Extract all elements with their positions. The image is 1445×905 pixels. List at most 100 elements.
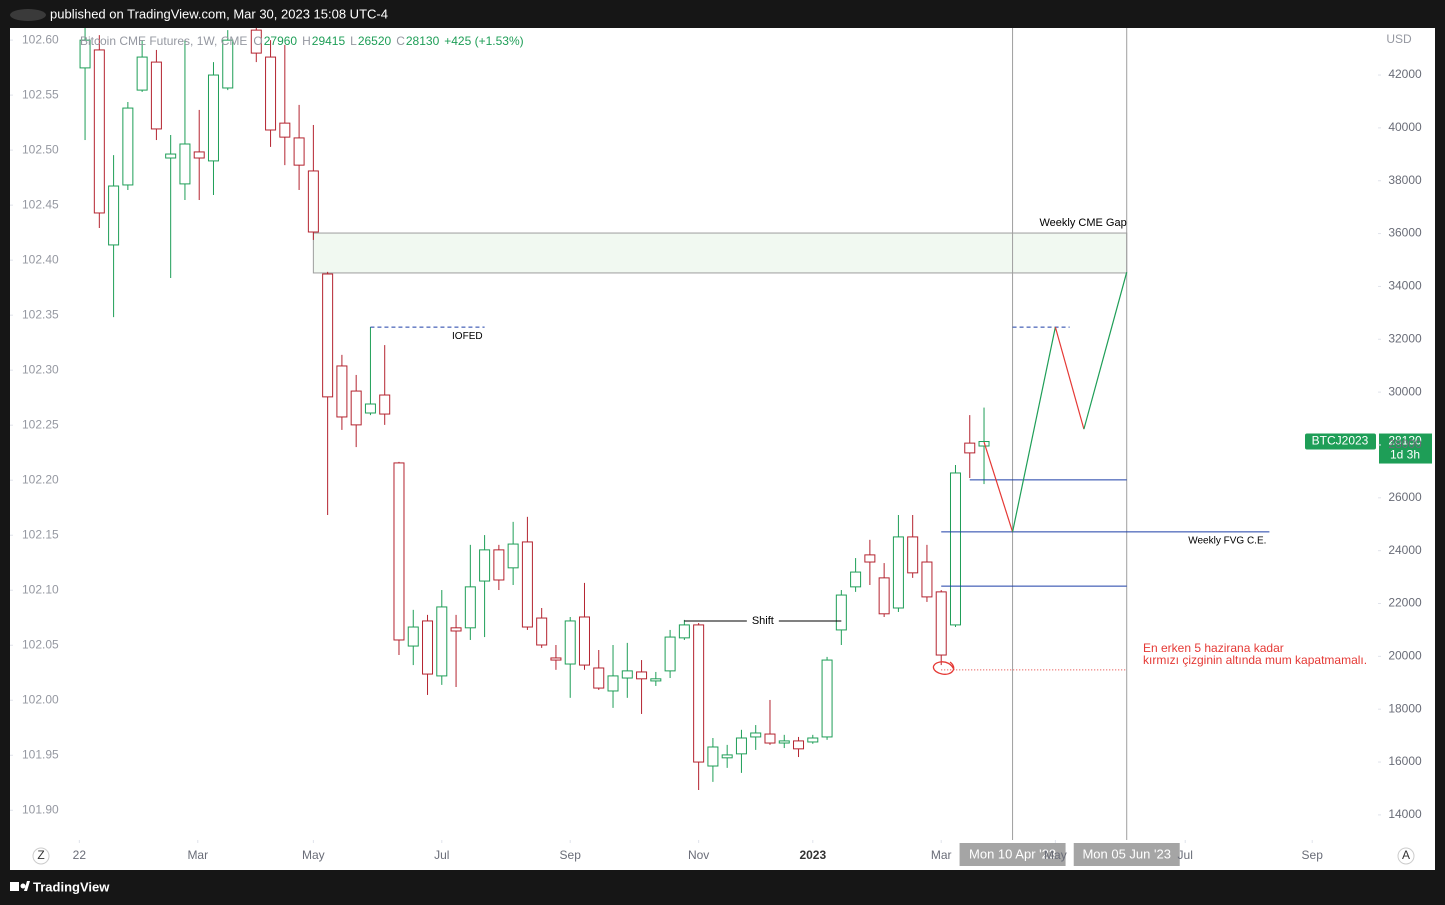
y-tick-label: 20000 [1388,649,1422,663]
candle-body [578,616,590,666]
legend-value: 27960 [264,34,298,48]
candle-body [436,606,448,677]
legend-value: 28130 [406,34,440,48]
candle-body [393,462,405,641]
candle-body [892,536,904,609]
button-label[interactable]: A [1402,848,1410,862]
y2-tick-label: 102.10 [22,582,59,596]
header-text: published on TradingView.com, Mar 30, 20… [50,6,388,21]
legend-change: +425 (+1.53%) [444,34,523,48]
price-tag [1379,433,1432,464]
y-tick-label: 14000 [1388,807,1422,821]
candle-body [165,153,177,159]
x-tick-label: Sep [1302,848,1324,862]
candle-body [721,754,733,759]
candle-body [279,122,291,138]
y2-tick-label: 102.25 [22,417,59,431]
y-tick-label: 26000 [1388,490,1422,504]
candle-body [450,627,462,632]
projection-segment [1083,271,1128,430]
candle-body [907,536,919,574]
x-tick-label: May [1044,848,1067,862]
candle-body [921,561,933,598]
candle-body [850,571,862,588]
candle-body [207,74,219,162]
y-tick-label: 28000 [1388,437,1422,451]
note-line: En erken 5 hazirana kadar [1143,641,1284,655]
candle-body [265,56,277,131]
candle-body [878,577,890,615]
projection-segment [1011,326,1056,533]
y-tick-label: 16000 [1388,754,1422,768]
candle-body [835,594,847,631]
candle-body [193,151,205,159]
legend-key: C [396,34,405,48]
candle-body [507,543,519,569]
candle-body [108,185,120,246]
y-tick-label: 38000 [1388,173,1422,187]
y2-tick-label: 101.90 [22,802,59,816]
y2-tick-label: 102.15 [22,527,59,541]
candle-body [778,740,790,744]
legend-key: L [350,34,357,48]
y-tick-label: 40000 [1388,120,1422,134]
price-tag-countdown: 1d 3h [1390,448,1420,462]
y2-tick-label: 102.55 [22,87,59,101]
y2-tick-label: 102.05 [22,637,59,651]
candle-body [607,675,619,692]
marker-label: Mon 10 Apr '23 [969,846,1056,861]
candle-body [479,549,491,582]
fvg-label: Weekly FVG C.E. [1188,536,1266,547]
marker-label-bg [1073,843,1180,866]
legend-value: 26520 [358,34,392,48]
candle-body [521,541,533,628]
button-label[interactable]: Z [37,848,44,862]
y-tick-label: 22000 [1388,596,1422,610]
candle-body [179,143,191,185]
x-tick-label: Mar [187,848,208,862]
candle-body [293,137,305,166]
iofed-label: IOFED [452,331,483,342]
legend-key: H [302,34,311,48]
x-tick-label: Jul [1178,848,1193,862]
x-tick-label: Jul [434,848,449,862]
y2-tick-label: 102.60 [22,32,59,46]
candle-body [621,670,633,679]
logo-part [10,882,19,891]
logo-part [24,881,30,891]
candle-body [650,678,662,682]
button[interactable] [32,847,50,865]
symbol-tag-label: BTCJ2023 [1312,434,1369,448]
x-tick-label: May [302,848,325,862]
candle-body [964,442,976,454]
y2-tick-label: 102.50 [22,142,59,156]
price-tag-value: 28130 [1388,434,1422,448]
y-tick-label: 42000 [1388,67,1422,81]
shift-label-bg [746,613,779,628]
candle-body [550,657,562,661]
candle-body [536,617,548,646]
shift-label: Shift [752,615,774,627]
axis-unit: USD [1386,32,1412,46]
footer-brand: TradingView [33,879,110,894]
candle-body [636,671,648,680]
button[interactable] [1397,847,1415,865]
candle-body [864,554,876,563]
x-tick-label: Mar [931,848,952,862]
symbol-tag [1305,433,1376,450]
candle-body [422,620,434,675]
candle-body [464,586,476,629]
cme-gap [312,232,1128,274]
legend-key: O [253,34,262,48]
candle-body [250,29,262,54]
candle-body [93,49,105,214]
candle-body [564,620,576,665]
candle-body [793,740,805,750]
candle-body [678,624,690,639]
x-tick-label: 2023 [799,848,826,862]
x-tick-label: 22 [73,848,87,862]
y-tick-label: 30000 [1388,384,1422,398]
candle-body [364,403,376,414]
chart-panel [10,28,1435,870]
